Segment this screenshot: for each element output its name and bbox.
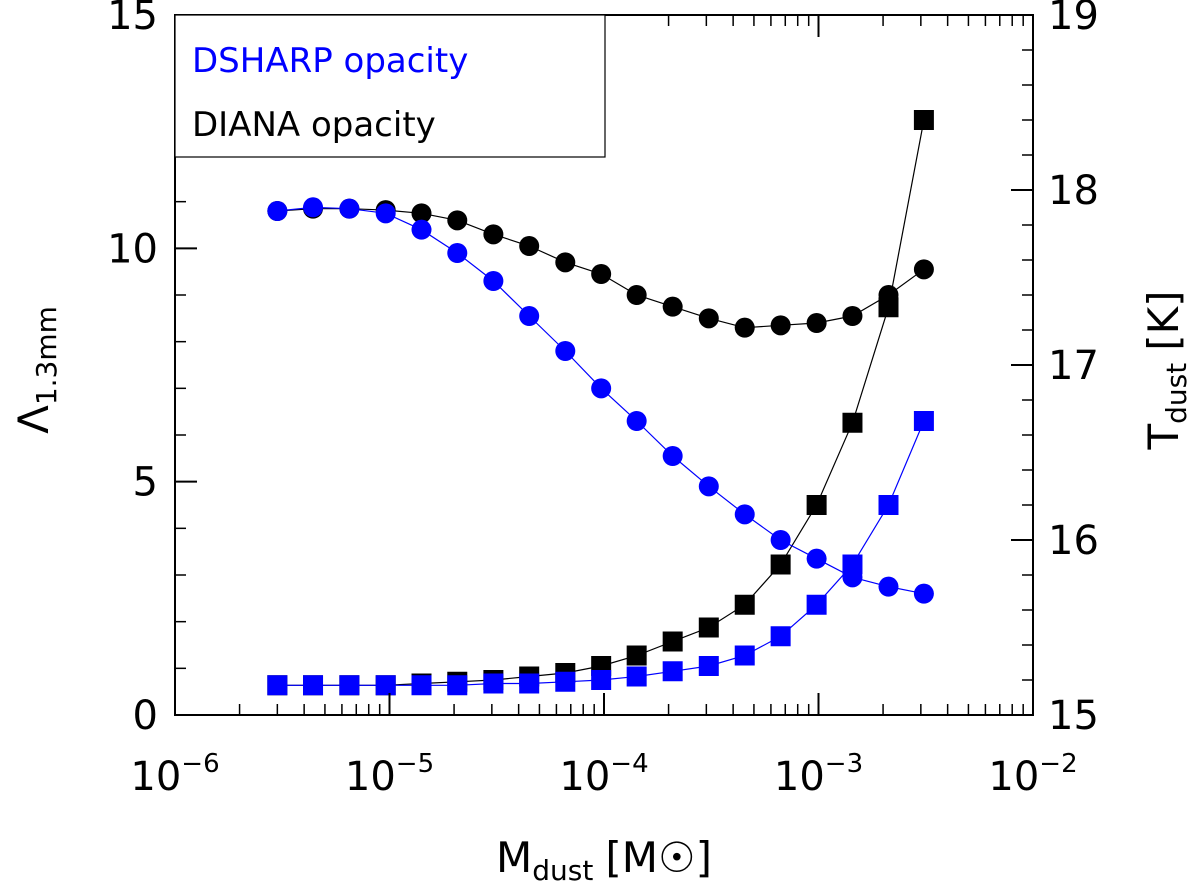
data-point <box>913 583 934 604</box>
data-point <box>303 675 324 696</box>
data-point <box>555 341 576 361</box>
data-point <box>375 675 396 696</box>
data-point <box>662 446 683 466</box>
x-tick-label: 10−4 <box>559 749 648 800</box>
data-point <box>913 110 934 130</box>
labels-layer: 10−6 10−5 10−4 10−3 10−2 0 5 10 15 15 16 17 18 19 <box>107 0 1099 800</box>
data-point <box>626 285 647 305</box>
data-point <box>806 594 827 615</box>
y-left-tick-label: 5 <box>133 460 158 506</box>
data-point <box>447 243 468 263</box>
data-point <box>267 675 288 696</box>
data-point <box>591 670 612 690</box>
data-point <box>770 315 791 336</box>
data-point <box>698 617 719 638</box>
data-point <box>375 203 396 224</box>
x-axis-title: Mdust [M☉] <box>496 833 712 887</box>
data-point <box>770 530 791 550</box>
data-point <box>806 548 827 569</box>
legend-entry-dsharp: DSHARP opacity <box>192 41 468 81</box>
y-left-tick-label: 0 <box>133 693 158 739</box>
data-point <box>519 306 540 326</box>
y-right-tick-label: 18 <box>1048 168 1099 214</box>
data-point <box>734 317 755 338</box>
data-point <box>878 495 899 515</box>
data-point <box>555 252 576 273</box>
legend-entry-diana: DIANA opacity <box>192 105 436 145</box>
data-point <box>878 285 899 305</box>
data-point <box>734 645 755 666</box>
y-right-axis-title: Tdust[K] <box>1139 290 1193 450</box>
data-point <box>913 411 934 431</box>
data-point <box>303 197 324 218</box>
data-point <box>806 495 827 515</box>
y-left-axis-title: Λ1.3mm <box>9 306 63 434</box>
series-0 <box>267 198 934 338</box>
data-point <box>447 675 468 696</box>
data-point <box>483 673 504 694</box>
series-3 <box>267 411 934 696</box>
data-point <box>483 224 504 245</box>
y-right-tick-label: 16 <box>1048 518 1099 564</box>
y-left-tick-label: 15 <box>107 0 158 39</box>
data-point <box>411 219 432 240</box>
data-point <box>842 567 863 588</box>
series-layer <box>267 110 934 696</box>
data-point <box>411 203 432 224</box>
x-tick-label: 10−3 <box>774 749 863 800</box>
y-right-tick-label: 17 <box>1048 343 1099 389</box>
data-point <box>770 554 791 575</box>
x-tick-label: 10−6 <box>130 749 219 800</box>
data-point <box>770 626 791 647</box>
data-point <box>591 378 612 399</box>
data-point <box>878 576 899 597</box>
data-point <box>662 296 683 317</box>
data-point <box>698 308 719 329</box>
series-2 <box>267 110 934 696</box>
data-point <box>698 656 719 676</box>
data-point <box>267 201 288 221</box>
data-point <box>555 671 576 692</box>
series-line <box>277 119 925 686</box>
series-1 <box>267 197 934 604</box>
data-point <box>662 661 683 682</box>
data-point <box>842 306 863 326</box>
data-point <box>734 504 755 525</box>
data-point <box>626 411 647 431</box>
y-right-tick-label: 15 <box>1048 693 1099 739</box>
data-point <box>626 666 647 687</box>
data-point <box>519 673 540 694</box>
data-point <box>626 645 647 666</box>
data-point <box>698 476 719 497</box>
series-line <box>277 420 925 686</box>
x-tick-label: 10−2 <box>988 749 1077 800</box>
data-point <box>447 210 468 231</box>
data-point <box>411 675 432 696</box>
legend: DSHARP opacity DIANA opacity <box>174 14 606 158</box>
x-tick-label: 10−5 <box>345 749 434 800</box>
data-point <box>591 264 612 284</box>
data-point <box>339 675 360 696</box>
y-right-tick-label: 19 <box>1048 0 1099 39</box>
data-point <box>519 236 540 256</box>
data-point <box>842 412 863 433</box>
data-point <box>483 271 504 291</box>
data-point <box>339 198 360 219</box>
y-left-tick-label: 10 <box>107 226 158 272</box>
data-point <box>806 313 827 333</box>
legend-box <box>174 14 606 158</box>
data-point <box>913 259 934 280</box>
data-point <box>734 594 755 615</box>
data-point <box>662 631 683 652</box>
